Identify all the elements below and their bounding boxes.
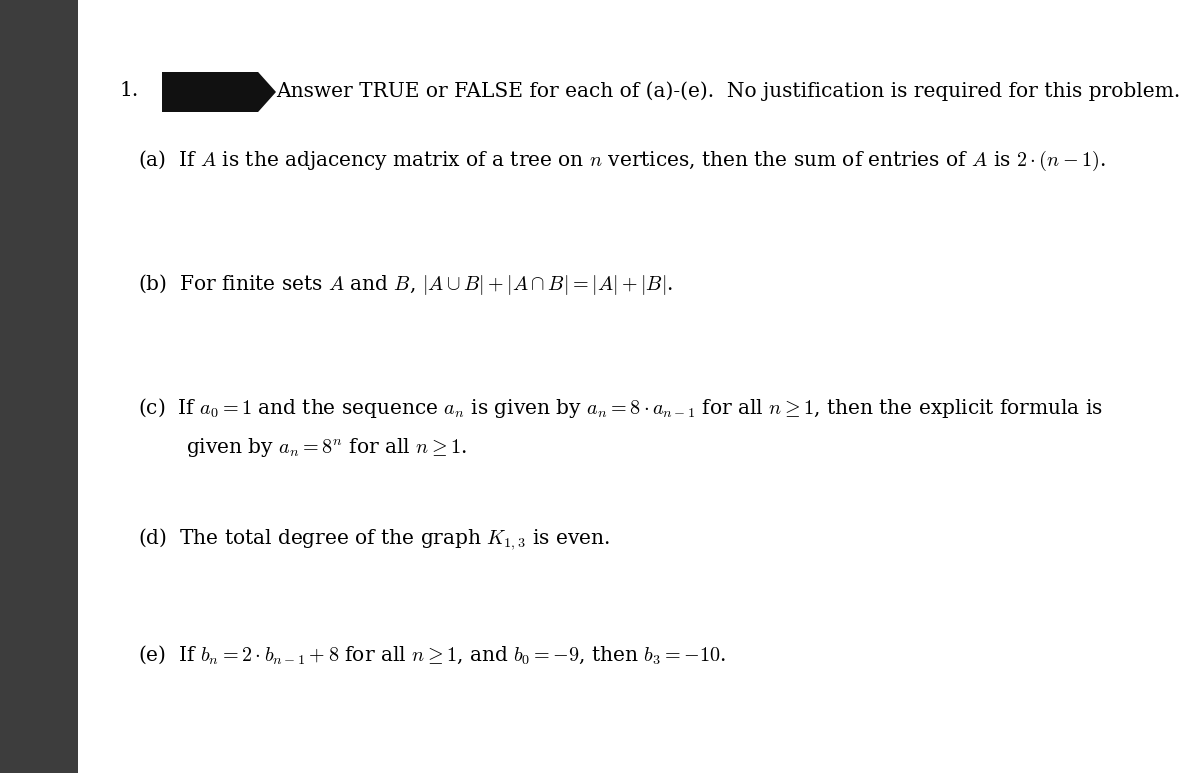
Text: (b)  For finite sets $A$ and $B$, $|A \cup B| + |A \cap B| = |A| + |B|$.: (b) For finite sets $A$ and $B$, $|A \cu…: [138, 272, 673, 297]
Text: Answer TRUE or FALSE for each of (a)-(e).  No justification is required for this: Answer TRUE or FALSE for each of (a)-(e)…: [276, 81, 1181, 100]
Text: 1.: 1.: [120, 81, 139, 100]
Text: (e)  If $b_n = 2 \cdot b_{n-1} + 8$ for all $n \geq 1$, and $b_0 = {-9}$, then $: (e) If $b_n = 2 \cdot b_{n-1} + 8$ for a…: [138, 643, 726, 666]
Text: given by $a_n = 8^n$ for all $n \geq 1$.: given by $a_n = 8^n$ for all $n \geq 1$.: [186, 436, 467, 459]
Polygon shape: [258, 72, 276, 112]
Text: (d)  The total degree of the graph $K_{1,3}$ is even.: (d) The total degree of the graph $K_{1,…: [138, 526, 610, 552]
Text: (a)  If $A$ is the adjacency matrix of a tree on $n$ vertices, then the sum of e: (a) If $A$ is the adjacency matrix of a …: [138, 148, 1106, 172]
FancyBboxPatch shape: [78, 0, 1200, 773]
FancyBboxPatch shape: [162, 72, 258, 112]
Text: (c)  If $a_0 = 1$ and the sequence $a_n$ is given by $a_n = 8 \cdot a_{n-1}$ for: (c) If $a_0 = 1$ and the sequence $a_n$ …: [138, 396, 1103, 420]
